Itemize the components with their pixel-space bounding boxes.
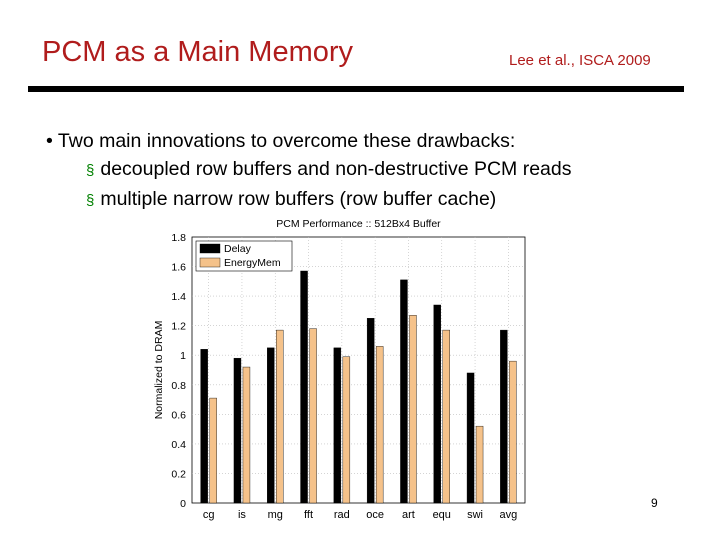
y-tick-label: 0	[180, 498, 186, 510]
citation: Lee et al., ISCA 2009	[509, 52, 651, 69]
chart-title: PCM Performance :: 512Bx4 Buffer	[276, 218, 441, 230]
bar-energymem-cg	[209, 397, 217, 504]
y-axis-label: Normalized to DRAM	[153, 321, 165, 420]
pcm-performance-chart: 0 0.2 0.4 0.6 0.8 1 1.2 1.4 1.6 1.8 cg is mg fft rad oc…	[153, 218, 526, 521]
sub-bullet: § decoupled row buffers and non-destructi…	[46, 155, 572, 185]
bar-delay-mg	[267, 347, 275, 504]
bar-energymem-rad	[342, 356, 351, 504]
page-number: 9	[651, 496, 658, 510]
bullet-list: • Two main innovations to overcome these…	[46, 127, 572, 215]
sub-bullet-text: decoupled row buffers and non-destructiv…	[100, 158, 572, 180]
bar-energymem-art	[409, 315, 417, 504]
bar-delay-art	[400, 279, 408, 504]
x-tick-label: art	[402, 509, 415, 521]
bar-energymem-is	[242, 366, 251, 504]
legend-swatch	[199, 243, 221, 254]
sub-bullet-text: multiple narrow row buffers (row buffer …	[100, 188, 497, 210]
bar-delay-is	[233, 357, 242, 504]
bar-delay-swi	[466, 372, 475, 504]
y-tick-label: 1	[180, 350, 186, 362]
bar-energymem-oce	[375, 346, 384, 504]
y-tick-label: 0.8	[171, 380, 186, 392]
y-tick-label: 0.2	[171, 468, 186, 480]
legend-label: Delay	[224, 243, 252, 255]
x-tick-label: is	[238, 509, 246, 521]
x-tick-label: mg	[268, 509, 283, 521]
x-tick-label: fft	[304, 509, 313, 521]
bullet-main: • Two main innovations to overcome these…	[46, 127, 572, 155]
bar-delay-oce	[366, 318, 375, 504]
y-tick-label: 1.2	[171, 321, 186, 333]
bar-delay-fft	[300, 270, 308, 504]
bar-delay-avg	[500, 329, 508, 504]
y-tick-label: 1.6	[171, 262, 186, 274]
x-tick-label: swi	[467, 509, 483, 521]
bar-delay-rad	[333, 347, 342, 504]
bar-energymem-mg	[276, 329, 284, 504]
bullet-main-text: Two main innovations to overcome these d…	[57, 130, 516, 152]
bar-energymem-avg	[509, 360, 517, 504]
x-tick-label: avg	[499, 509, 517, 521]
bar-delay-cg	[200, 349, 208, 504]
x-tick-label: rad	[334, 509, 350, 521]
bar-energymem-swi	[475, 425, 484, 504]
square-bullet-icon: §	[86, 162, 95, 179]
y-tick-label: 1.8	[171, 232, 186, 244]
sub-bullet: § multiple narrow row buffers (row buffer…	[46, 185, 572, 215]
bar-energymem-fft	[309, 328, 317, 504]
bar-delay-equ	[433, 304, 441, 504]
y-tick-label: 0.4	[171, 439, 186, 451]
y-tick-label: 0.6	[171, 409, 186, 421]
bullet-dot-icon: •	[46, 130, 58, 152]
legend-label: EnergyMem	[224, 257, 281, 269]
y-tick-label: 1.4	[171, 291, 186, 303]
title-divider	[28, 86, 684, 92]
square-bullet-icon: §	[86, 192, 95, 209]
slide-title: PCM as a Main Memory	[42, 36, 354, 68]
x-tick-label: cg	[203, 509, 215, 521]
bar-energymem-equ	[442, 329, 450, 504]
x-tick-label: equ	[433, 509, 451, 521]
legend-swatch	[199, 257, 221, 268]
x-tick-label: oce	[366, 509, 384, 521]
